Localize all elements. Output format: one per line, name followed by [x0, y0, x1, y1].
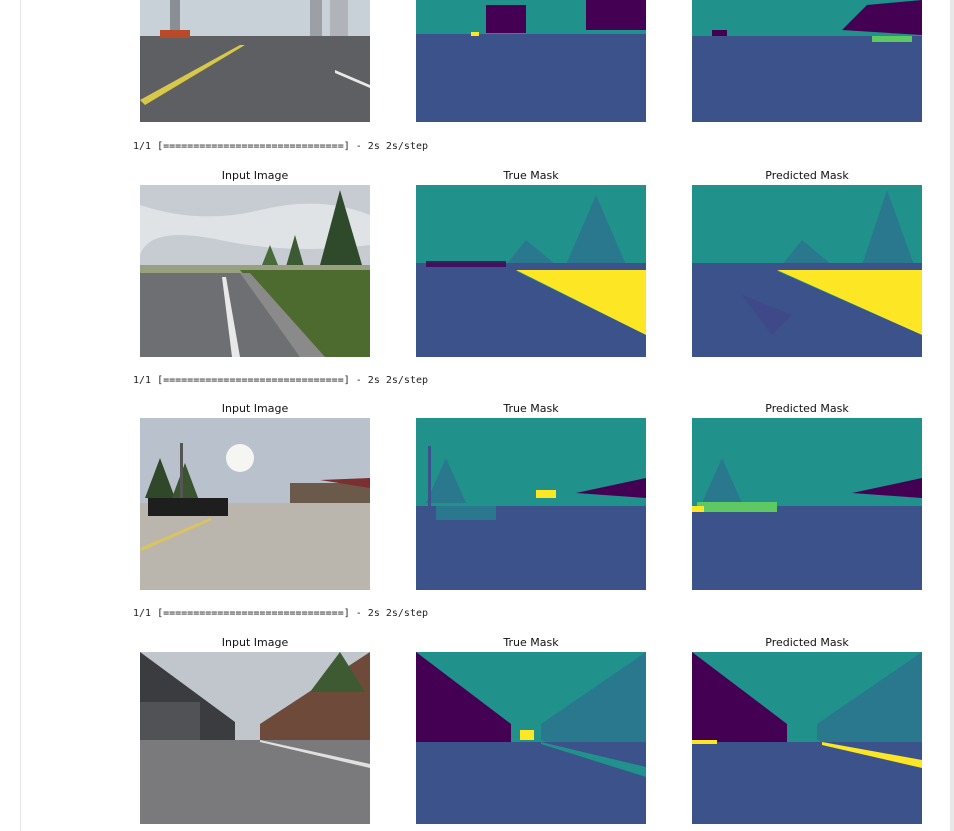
input-image-4 — [140, 652, 370, 824]
true-mask-4 — [416, 652, 646, 824]
true-mask-1 — [416, 0, 646, 122]
input-image-title: Input Image — [221, 402, 289, 415]
progress-log-line: 1/1 [==============================] - 2… — [133, 608, 429, 619]
input-image-4-graphic — [140, 652, 370, 824]
predicted-mask-4 — [692, 652, 922, 824]
true-mask-4-graphic — [416, 652, 646, 824]
predicted-mask-2-graphic — [692, 185, 922, 357]
input-image-title: Input Image — [221, 169, 289, 182]
predicted-mask-2 — [692, 185, 922, 357]
input-image-1 — [140, 0, 370, 122]
true-mask-2 — [416, 185, 646, 357]
predicted-mask-1 — [692, 0, 922, 122]
input-image-3 — [140, 418, 370, 590]
input-image-title: Input Image — [221, 636, 289, 649]
progress-log-line: 1/1 [==============================] - 2… — [133, 141, 429, 152]
predicted-mask-1-graphic — [692, 0, 922, 122]
input-image-1-graphic — [140, 0, 370, 122]
input-image-3-graphic — [140, 418, 370, 590]
input-image-2-graphic — [140, 185, 370, 357]
true-mask-title: True Mask — [503, 169, 559, 182]
notebook-gutter — [0, 0, 21, 831]
true-mask-2-graphic — [416, 185, 646, 357]
predicted-mask-4-graphic — [692, 652, 922, 824]
true-mask-1-graphic — [416, 0, 646, 122]
input-image-2 — [140, 185, 370, 357]
predicted-mask-3-graphic — [692, 418, 922, 590]
progress-log-line: 1/1 [==============================] - 2… — [133, 375, 429, 386]
scrollbar[interactable] — [950, 0, 954, 831]
true-mask-title: True Mask — [503, 636, 559, 649]
predicted-mask-title: Predicted Mask — [765, 402, 849, 415]
true-mask-title: True Mask — [503, 402, 559, 415]
predicted-mask-3 — [692, 418, 922, 590]
predicted-mask-title: Predicted Mask — [765, 169, 849, 182]
true-mask-3-graphic — [416, 418, 646, 590]
true-mask-3 — [416, 418, 646, 590]
predicted-mask-title: Predicted Mask — [765, 636, 849, 649]
